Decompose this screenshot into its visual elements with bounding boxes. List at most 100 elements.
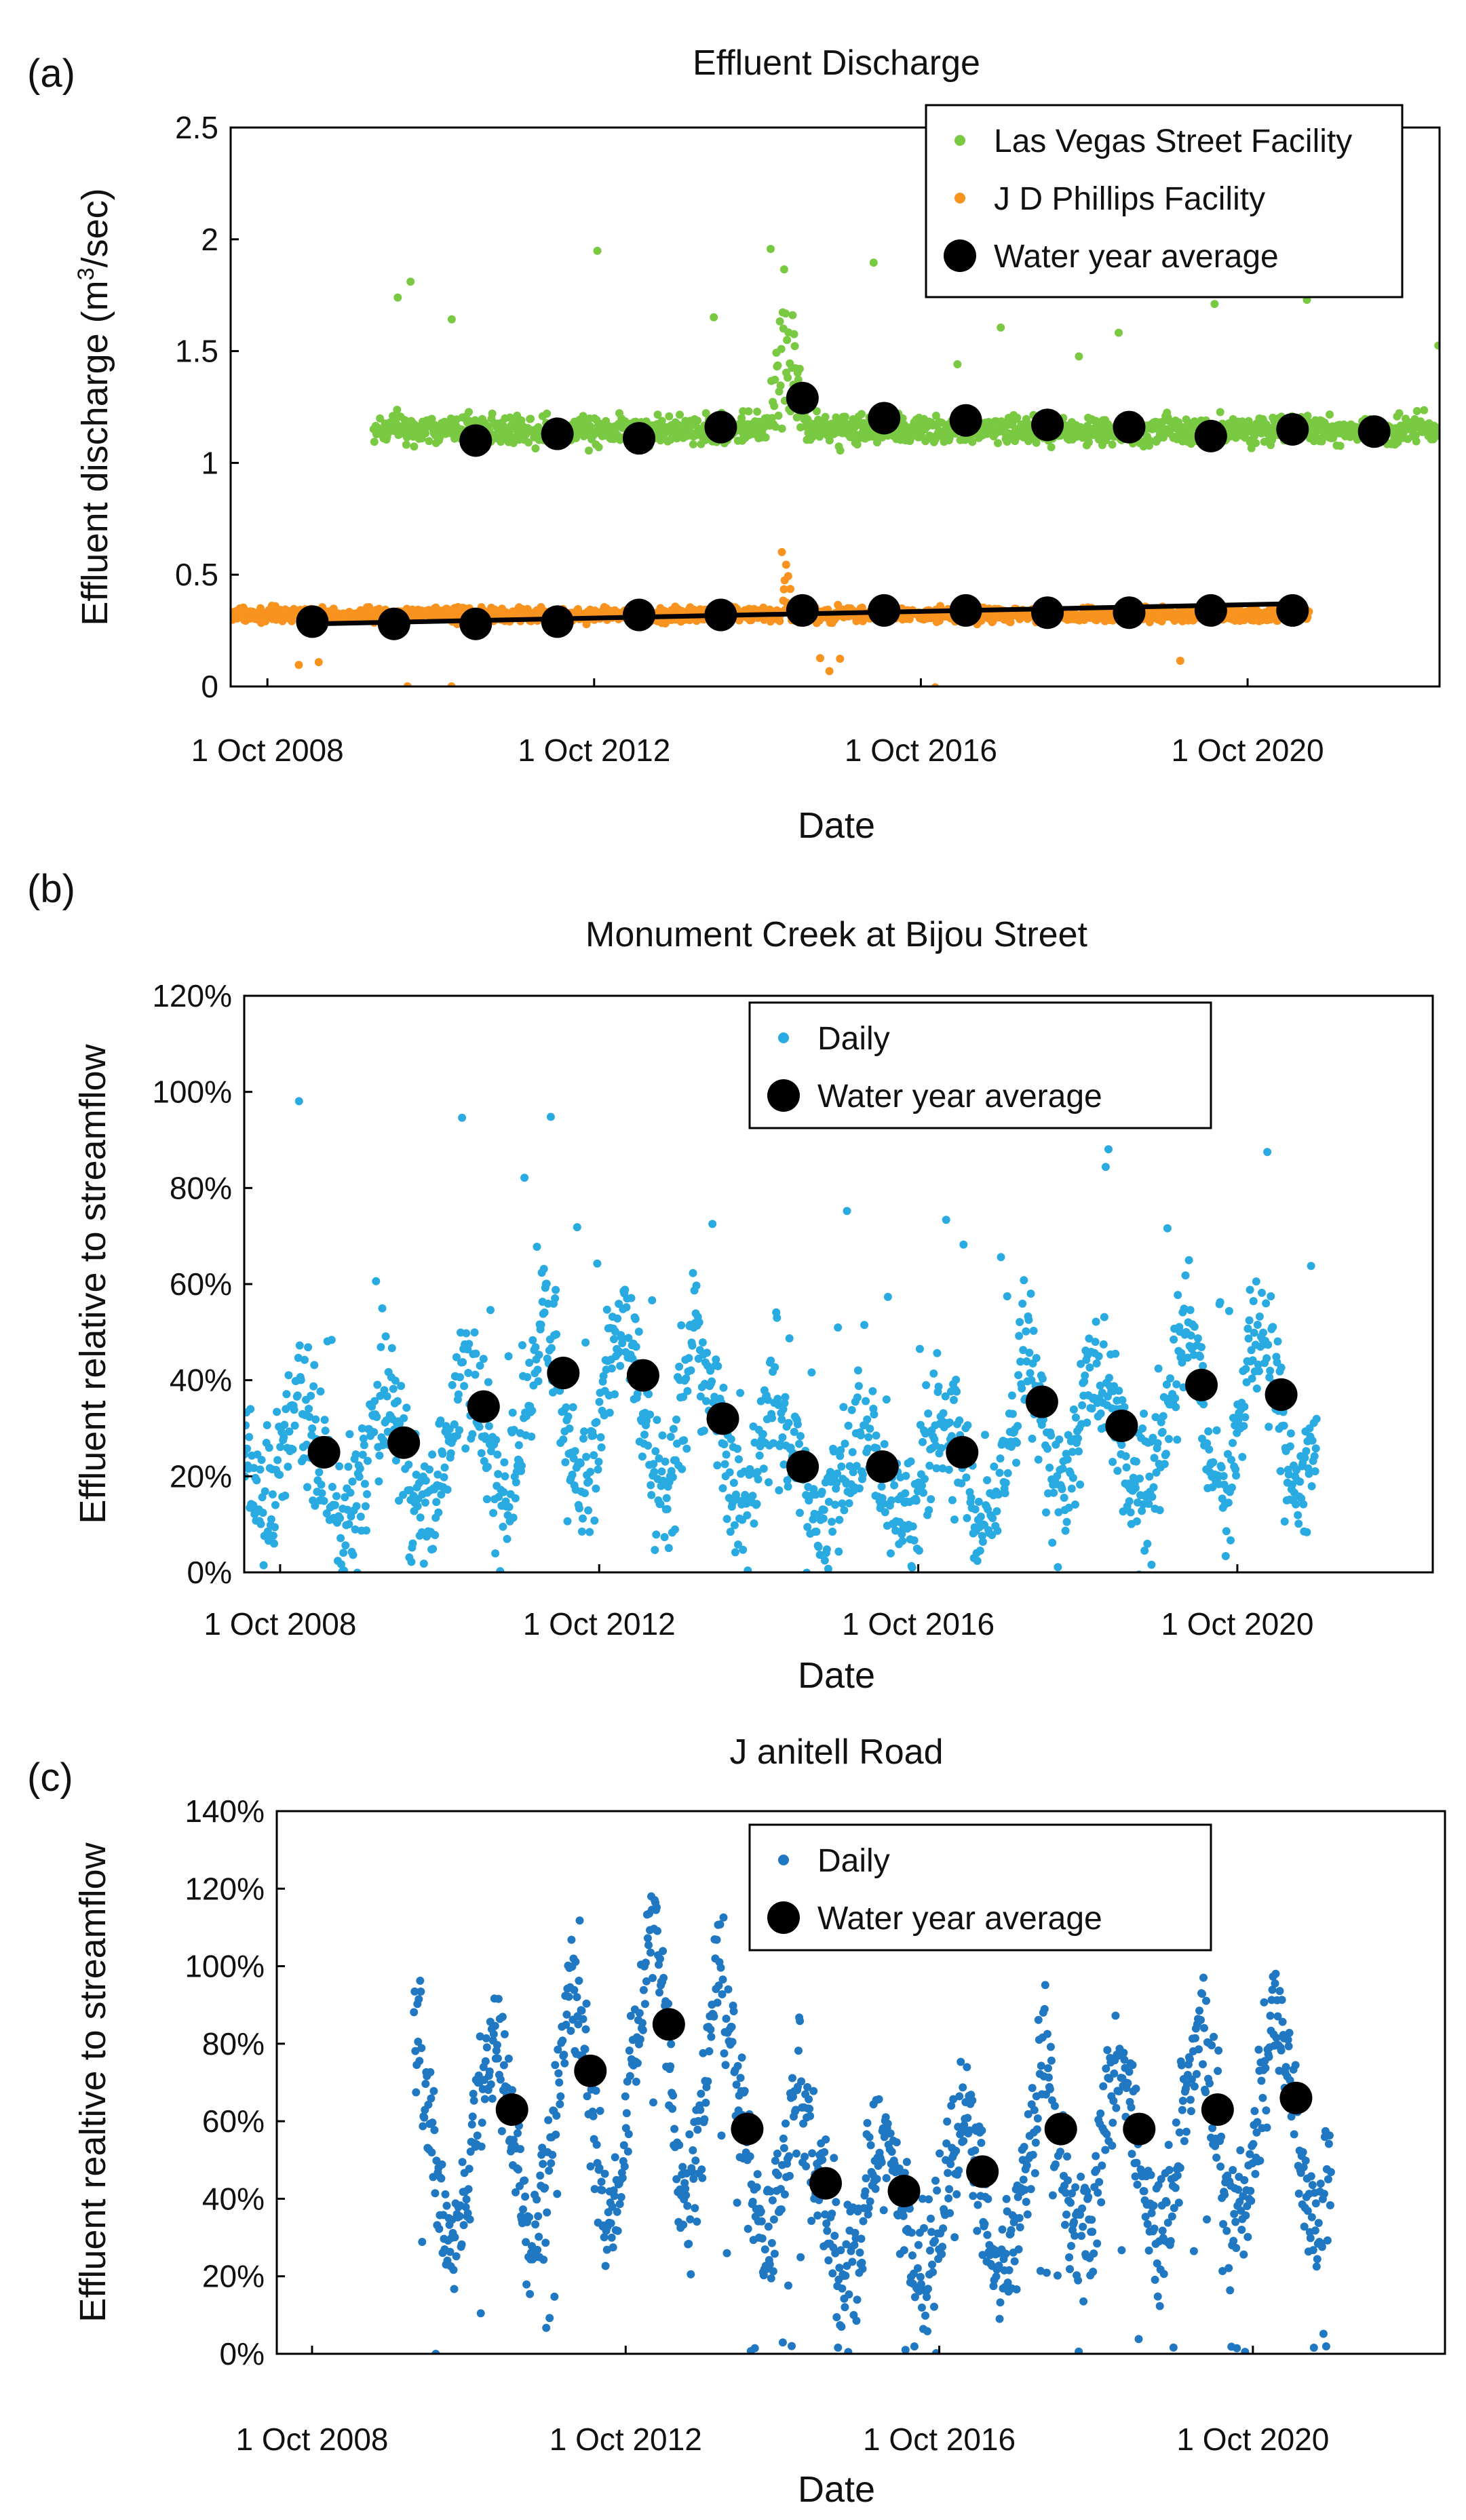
daily-point [1181,1271,1190,1280]
daily-point [1161,1450,1170,1458]
daily-point [330,1500,339,1509]
daily-point [571,1958,580,1966]
daily-point [514,1441,523,1450]
daily-point [553,2190,562,2198]
daily-point [267,1515,275,1524]
daily-point [473,2131,482,2140]
daily-point [864,1433,873,1441]
daily-point [777,1415,786,1424]
daily-point [552,2130,560,2139]
daily-point [701,409,710,418]
daily-point [1081,1371,1089,1380]
daily-point [410,2008,419,2017]
daily-point [275,1471,284,1479]
daily-point [744,1566,752,1572]
daily-point [575,1504,583,1513]
daily-point [521,2192,530,2201]
daily-point [776,381,785,390]
daily-point [615,2200,624,2209]
daily-point [775,1486,784,1494]
legend-box [748,1001,1212,1129]
daily-point [352,1502,361,1511]
legend-entry: Las Vegas Street Facility [994,123,1352,159]
daily-point [748,1492,757,1500]
daily-point [412,1471,421,1479]
daily-point [901,1489,910,1498]
water-year-average-point [1276,412,1309,446]
daily-point [535,2232,543,2241]
daily-point [1094,1352,1103,1361]
water-year-average-point [1031,596,1064,629]
daily-point [1117,1441,1126,1449]
daily-point [545,2314,554,2323]
daily-point [258,1509,267,1517]
daily-point [746,1465,754,1473]
daily-point [618,1339,627,1348]
daily-point [883,1292,892,1301]
daily-point [678,1465,687,1473]
daily-point [688,1341,697,1350]
daily-point [358,1424,366,1433]
daily-point [1144,1500,1153,1508]
daily-point [596,1433,605,1441]
daily-point [456,1373,464,1382]
daily-point [599,1372,608,1380]
daily-point [546,1112,555,1121]
daily-point [1217,1463,1226,1472]
y-tick-label: 40% [170,1363,232,1398]
daily-point [768,1414,777,1422]
daily-point [533,1243,541,1251]
daily-point [590,1451,598,1460]
daily-point [426,2068,435,2076]
daily-point [437,1490,446,1499]
daily-point [523,604,532,613]
daily-point [689,1268,697,1277]
daily-point [524,438,533,447]
water-year-average-point [706,1402,739,1435]
daily-point [950,1515,959,1524]
x-axis-label: Date [798,1655,875,1696]
water-year-average-point [387,1426,421,1459]
daily-point [1395,409,1404,418]
daily-point [1253,1321,1262,1329]
daily-point [567,1935,576,1944]
daily-point [610,2192,619,2201]
daily-point [396,1419,404,1428]
daily-point [295,1341,304,1350]
daily-point [468,2112,477,2121]
water-year-average-point [949,404,982,437]
daily-point [460,1382,469,1391]
water-year-average-point [704,410,737,444]
daily-point [692,1281,701,1290]
daily-point [1412,407,1421,415]
daily-point [780,1399,789,1408]
daily-point [581,1338,590,1347]
daily-point [796,1432,805,1441]
daily-point [1199,1361,1208,1370]
daily-point [1311,1467,1319,1475]
daily-point [725,1468,734,1477]
daily-point [496,1567,505,1572]
daily-point [543,1299,552,1308]
daily-point [1029,1326,1038,1335]
daily-point [1246,1285,1254,1294]
daily-point [346,1488,355,1497]
daily-point [1022,1327,1030,1336]
daily-point [613,1314,622,1323]
daily-point [672,1415,680,1424]
daily-point [376,1391,385,1400]
daily-point [518,1461,526,1470]
daily-point [508,2086,516,2095]
daily-point [403,682,412,686]
water-year-average-point [467,1390,500,1423]
daily-point [761,433,770,442]
daily-point [826,1468,834,1476]
daily-point [942,1216,950,1224]
daily-point [476,2032,484,2041]
daily-point [994,439,1002,448]
daily-point [963,1514,971,1522]
daily-point [853,1366,862,1375]
daily-point [585,446,593,455]
daily-point [819,1514,828,1523]
